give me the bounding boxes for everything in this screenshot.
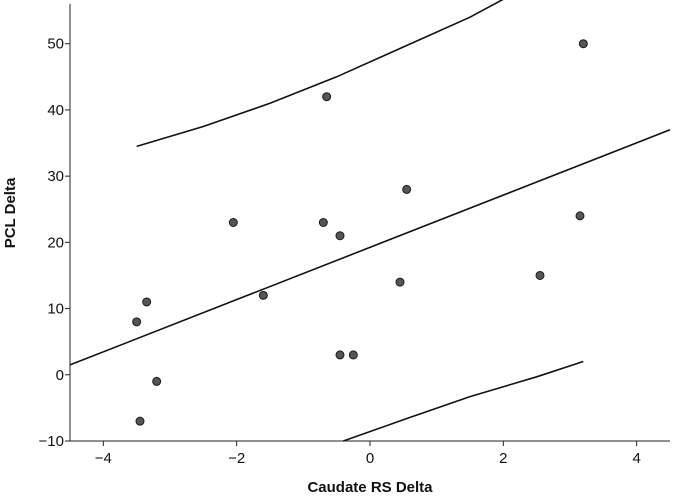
axes: −4 −2 0 2 4 −10 0 10 20 30 40 50 [39,4,670,467]
data-point [335,350,345,360]
data-point [395,277,405,287]
data-point [132,317,142,327]
data-point [318,218,328,227]
y-axis-title: PCL Delta [2,177,19,248]
data-point [575,211,585,221]
x-tick-label: 4 [632,450,640,467]
y-tick-label: 0 [56,367,64,384]
data-point [535,270,545,280]
data-point [228,218,238,227]
upper-band-line [136,0,504,148]
regression-lines [69,0,671,442]
y-tick-label: 40 [47,102,64,119]
x-axis-title: Caudate RS Delta [307,479,433,496]
y-tick-label: −10 [39,433,64,450]
y-tick-label: 10 [47,301,64,318]
y-tick-label: 50 [47,36,64,53]
data-point [152,376,162,386]
data-point [348,350,358,360]
y-tick-label: 20 [47,234,64,251]
lower-band-line [343,360,584,442]
data-point [335,231,345,241]
x-tick-label: 2 [499,450,507,467]
data-point [402,184,412,194]
data-point [142,297,152,307]
data-point [322,92,332,102]
data-points [132,39,588,426]
x-tick-label: 0 [366,450,374,467]
fit-line [69,129,671,366]
data-point [578,39,588,49]
x-tick-label: −4 [95,450,112,467]
data-point [258,290,268,300]
x-tick-label: −2 [228,450,245,467]
data-point [135,416,145,426]
y-tick-label: 30 [47,168,64,185]
